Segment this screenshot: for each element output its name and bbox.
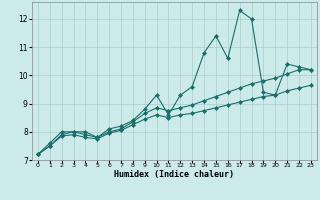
X-axis label: Humidex (Indice chaleur): Humidex (Indice chaleur) bbox=[115, 170, 234, 179]
